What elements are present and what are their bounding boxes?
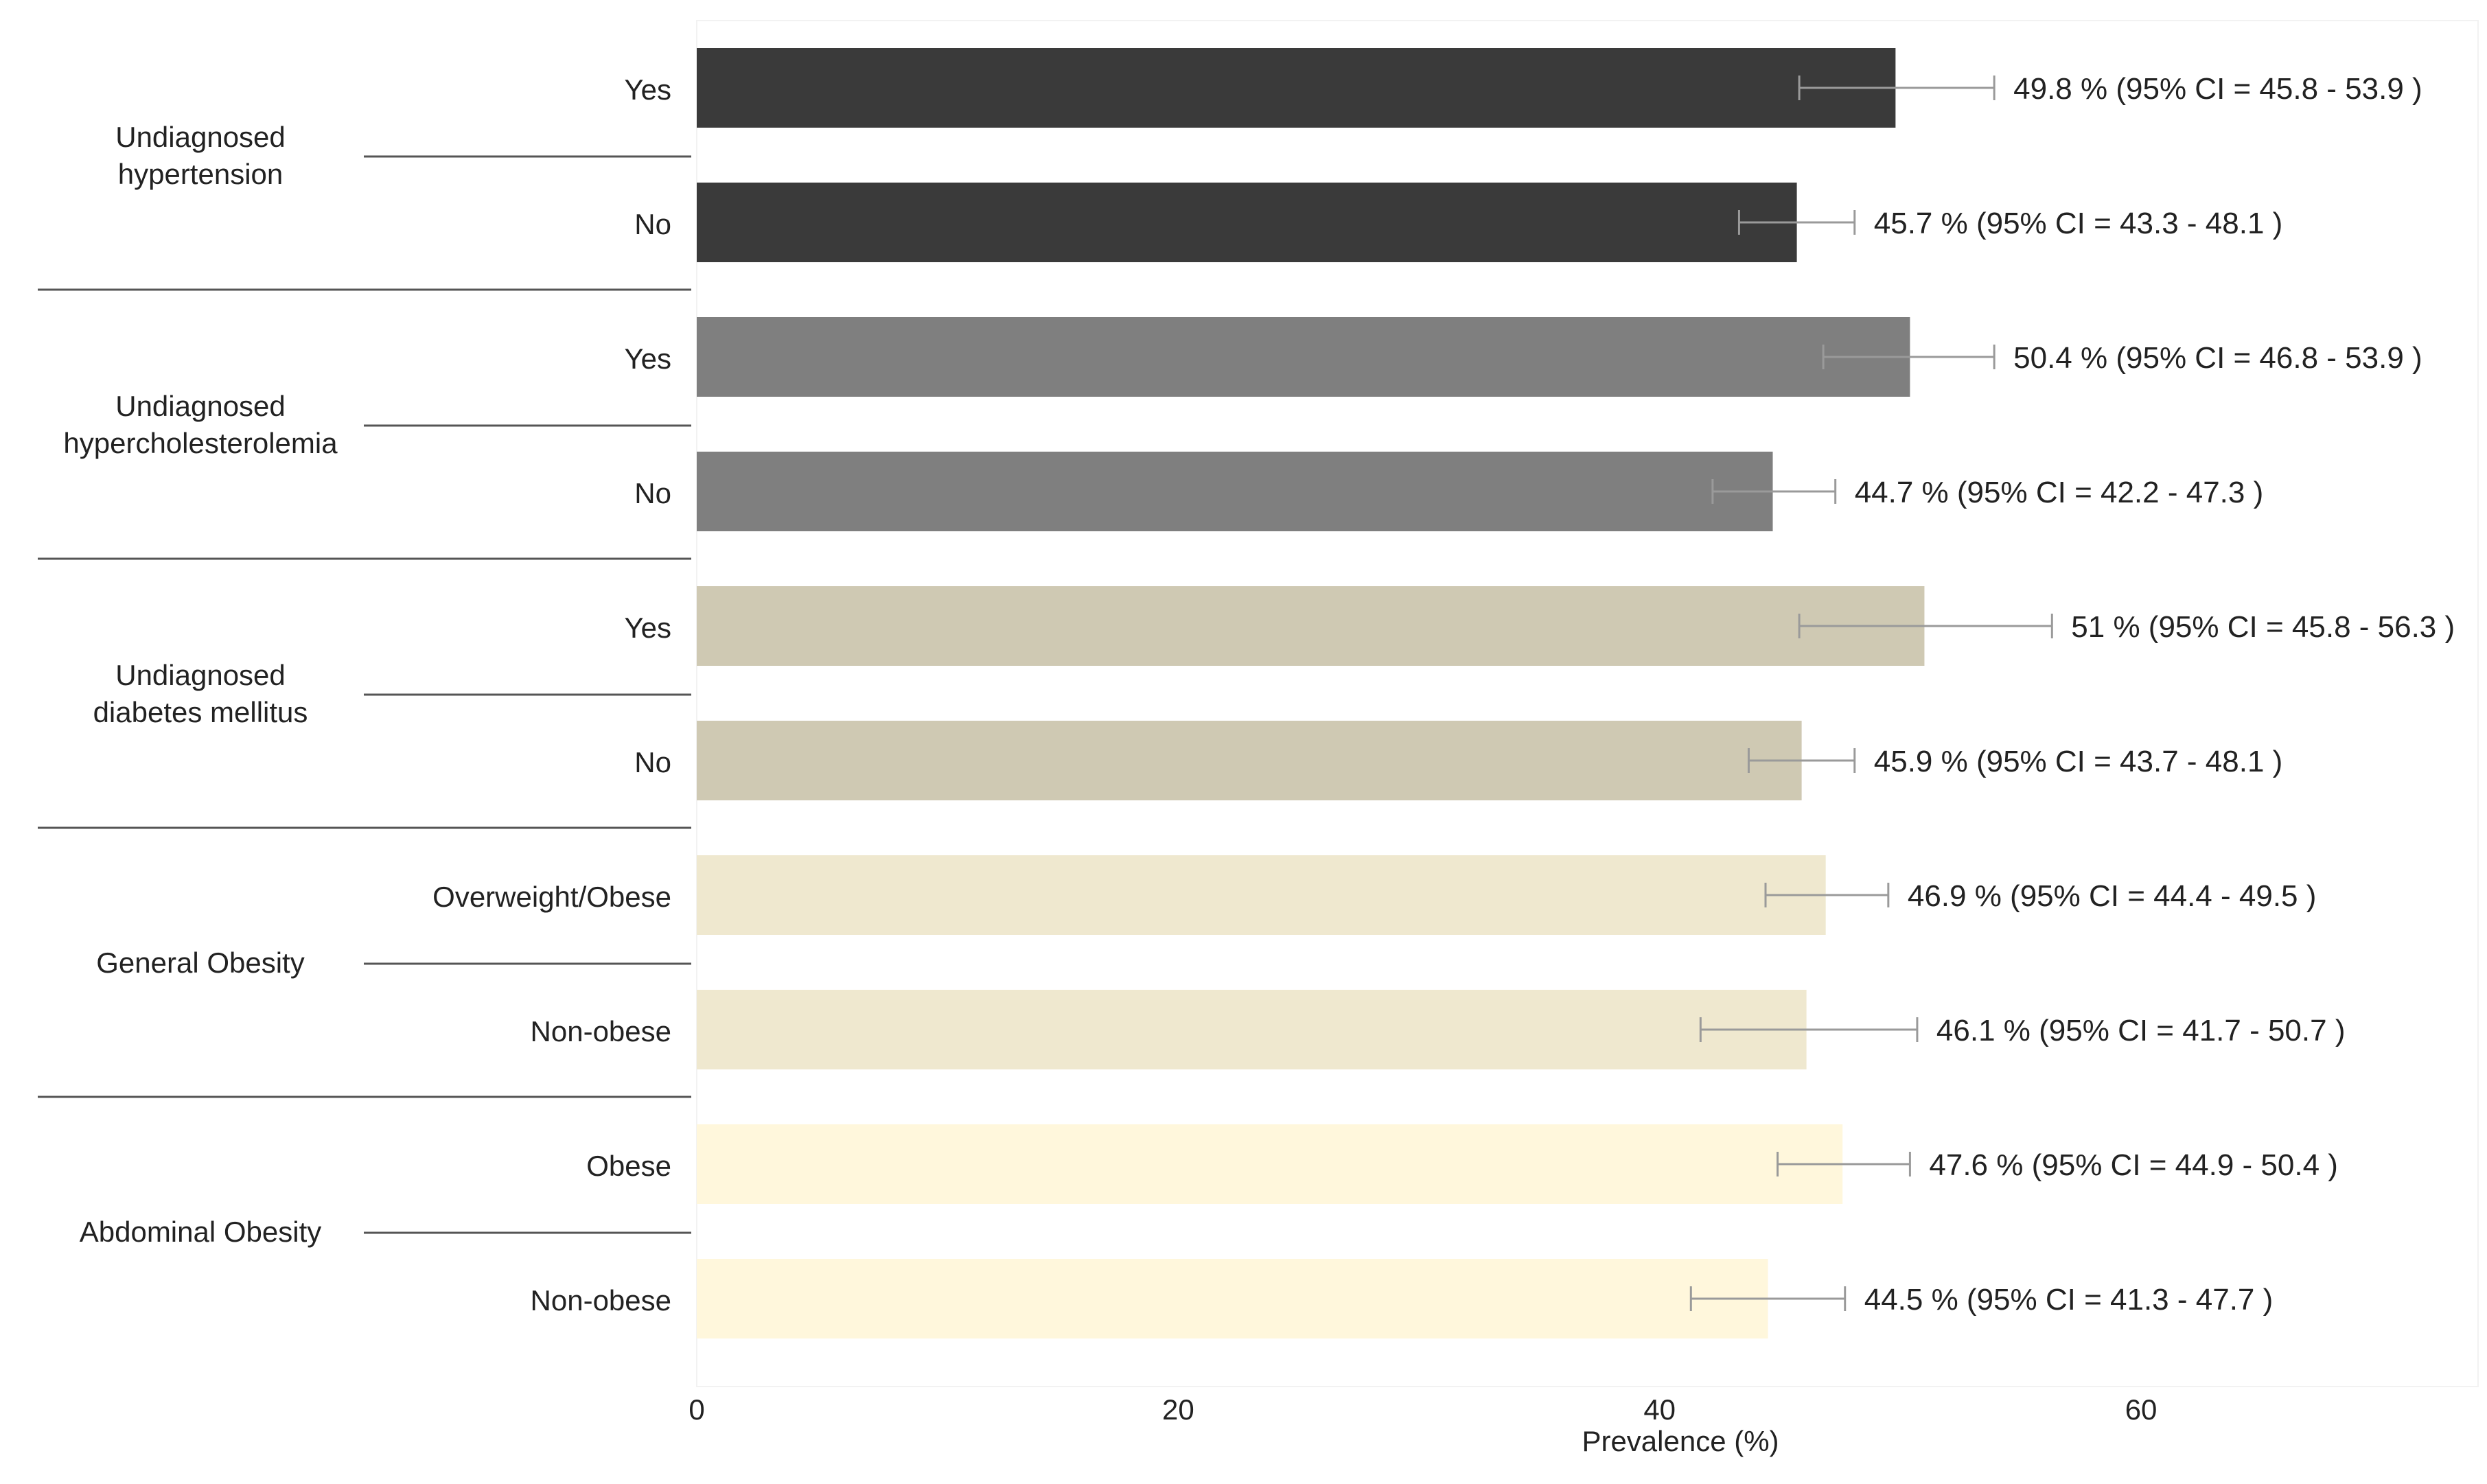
bar-1-0 xyxy=(697,317,1910,397)
group-label: Undiagnosed xyxy=(115,121,286,153)
category-label: Yes xyxy=(624,612,671,644)
group-label: hypercholesterolemia xyxy=(63,427,338,459)
bar-0-1 xyxy=(697,183,1797,262)
category-label: No xyxy=(634,477,671,509)
x-tick-label: 60 xyxy=(2125,1393,2158,1426)
group-label: hypertension xyxy=(118,158,284,190)
bar-1-1 xyxy=(697,452,1773,531)
data-label: 50.4 % (95% CI = 46.8 - 53.9 ) xyxy=(2013,341,2422,375)
x-tick-label: 40 xyxy=(1643,1393,1676,1426)
category-label: Yes xyxy=(624,343,671,375)
x-axis-label: Prevalence (%) xyxy=(1582,1425,1779,1457)
group-label: General Obesity xyxy=(96,947,304,979)
category-label: Yes xyxy=(624,73,671,106)
category-label: Non-obese xyxy=(531,1015,671,1047)
bar-2-1 xyxy=(697,721,1802,800)
x-tick-label: 20 xyxy=(1162,1393,1194,1426)
plot-region xyxy=(696,20,2479,1387)
bar-3-0 xyxy=(697,855,1826,935)
bar-2-0 xyxy=(697,586,1925,666)
category-label: Overweight/Obese xyxy=(432,881,671,913)
group-label: Abdominal Obesity xyxy=(80,1216,322,1248)
bar-4-0 xyxy=(697,1124,1843,1204)
data-label: 51 % (95% CI = 45.8 - 56.3 ) xyxy=(2071,610,2455,644)
bar-0-0 xyxy=(697,48,1896,128)
category-label: No xyxy=(634,746,671,778)
category-label: Obese xyxy=(586,1150,671,1182)
bar-3-1 xyxy=(697,990,1807,1069)
x-tick-label: 0 xyxy=(689,1393,704,1426)
data-label: 44.7 % (95% CI = 42.2 - 47.3 ) xyxy=(1855,476,2264,509)
data-label: 44.5 % (95% CI = 41.3 - 47.7 ) xyxy=(1864,1283,2274,1317)
bar-4-1 xyxy=(697,1259,1768,1338)
data-label: 45.7 % (95% CI = 43.3 - 48.1 ) xyxy=(1874,207,2283,240)
data-label: 49.8 % (95% CI = 45.8 - 53.9 ) xyxy=(2013,72,2422,106)
category-label: Non-obese xyxy=(531,1284,671,1317)
data-label: 46.1 % (95% CI = 41.7 - 50.7 ) xyxy=(1936,1014,2346,1047)
group-label: Undiagnosed xyxy=(115,659,286,691)
group-label: Undiagnosed xyxy=(115,390,286,422)
data-label: 47.6 % (95% CI = 44.9 - 50.4 ) xyxy=(1929,1148,2338,1182)
category-label: No xyxy=(634,208,671,240)
data-label: 45.9 % (95% CI = 43.7 - 48.1 ) xyxy=(1874,745,2283,778)
data-label: 46.9 % (95% CI = 44.4 - 49.5 ) xyxy=(1908,879,2317,913)
group-label: diabetes mellitus xyxy=(93,696,308,728)
